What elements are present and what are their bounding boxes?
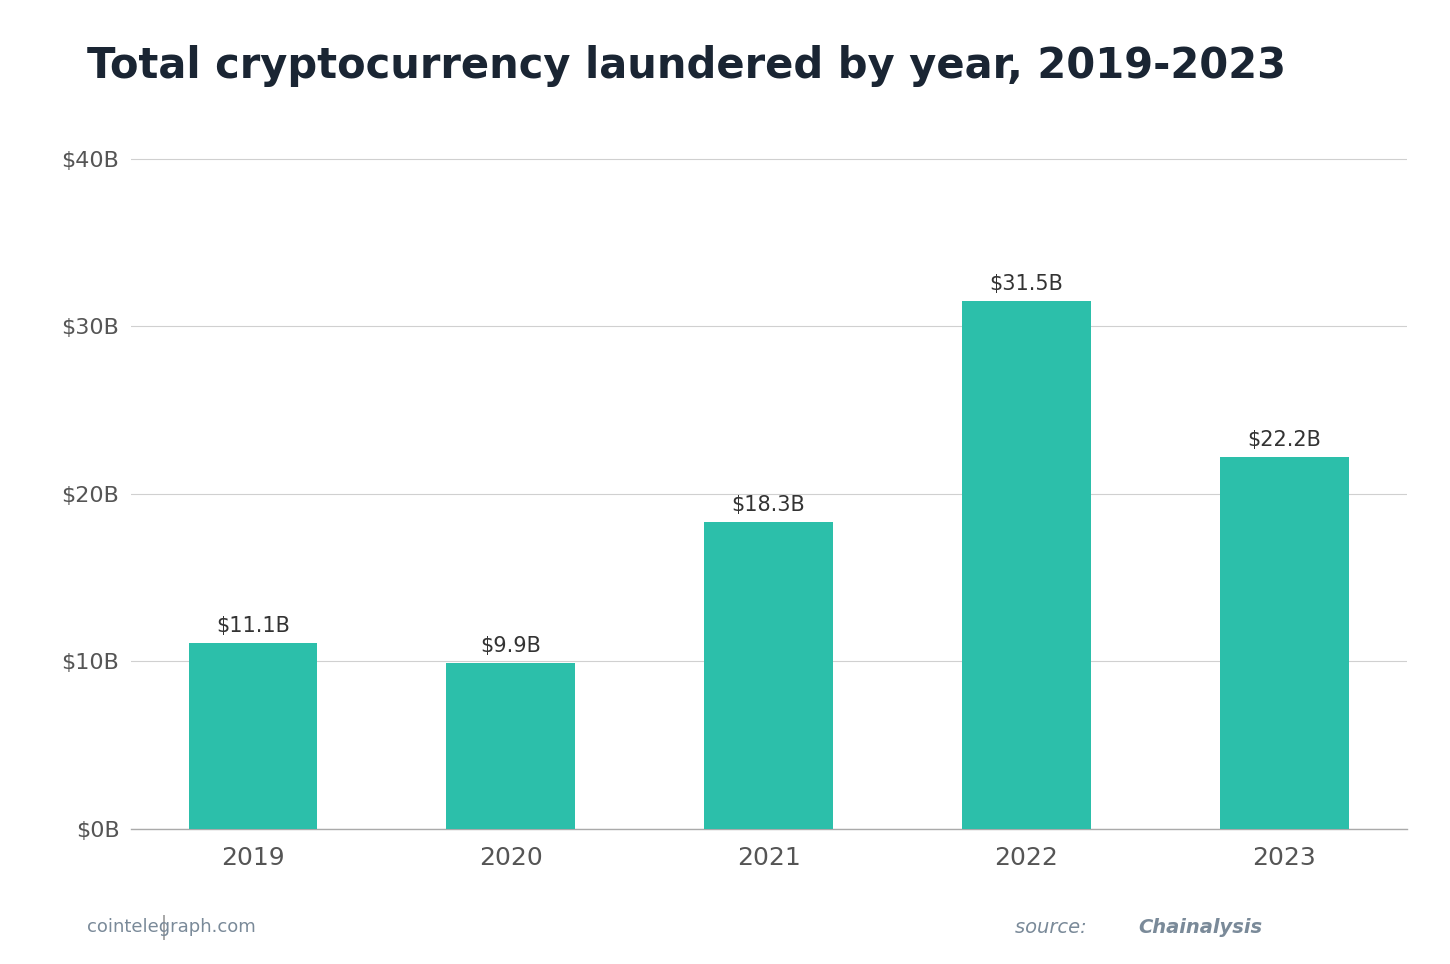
Text: $18.3B: $18.3B <box>732 495 805 515</box>
Text: $22.2B: $22.2B <box>1247 430 1321 449</box>
Text: Total cryptocurrency laundered by year, 2019-2023: Total cryptocurrency laundered by year, … <box>87 44 1286 87</box>
Text: source:: source: <box>1015 918 1093 937</box>
Text: $9.9B: $9.9B <box>480 635 541 656</box>
Text: cointelegraph.com: cointelegraph.com <box>87 919 255 936</box>
Bar <box>961 302 1090 829</box>
Bar <box>705 522 832 829</box>
Bar <box>447 663 576 829</box>
Bar <box>188 643 318 829</box>
Bar <box>1219 457 1349 829</box>
Text: $11.1B: $11.1B <box>216 616 290 635</box>
Text: Chainalysis: Chainalysis <box>1138 918 1263 937</box>
Text: |: | <box>160 915 168 940</box>
Text: $31.5B: $31.5B <box>989 274 1063 294</box>
